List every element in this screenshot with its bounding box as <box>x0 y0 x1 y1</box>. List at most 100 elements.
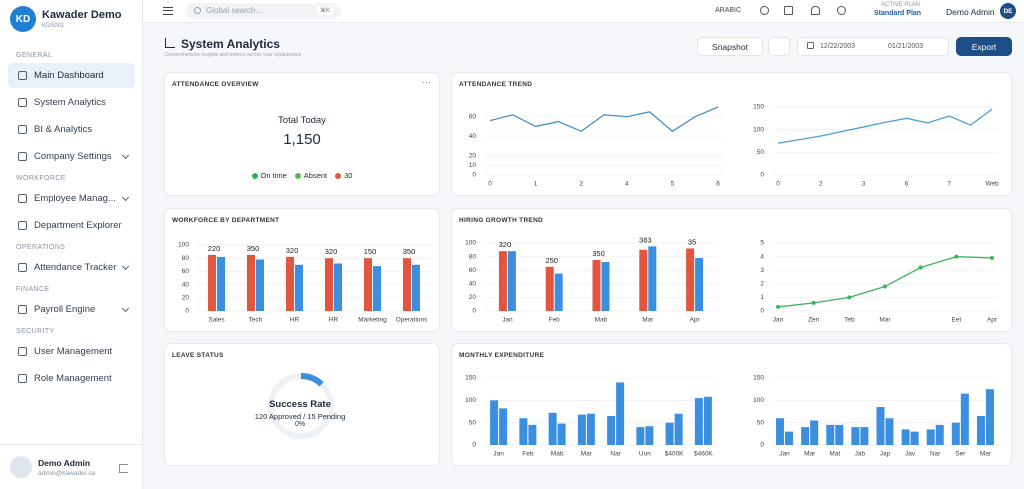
bar <box>208 254 216 311</box>
nav-icon <box>18 374 27 383</box>
y-tick-label: 20 <box>469 152 477 159</box>
nav-item[interactable]: BI & Analytics <box>8 117 135 142</box>
chart: 0 20 40 60 80 100 Sales Tech HR HR Marketing Operat… <box>178 242 431 324</box>
x-tick-label: 2 <box>579 181 583 188</box>
user-box[interactable]: Demo Admin admin@kawader.sa <box>0 444 142 489</box>
nav-item[interactable]: Main Dashboard <box>8 63 135 88</box>
bar <box>910 431 919 445</box>
nav-item[interactable]: Payroll Engine <box>8 297 135 322</box>
top-user[interactable]: Demo Admin <box>946 7 995 17</box>
bar-label: 320 <box>499 240 512 249</box>
bar <box>548 412 557 445</box>
nav-icon <box>18 347 27 356</box>
x-tick-label: HR <box>290 317 300 324</box>
nav-item[interactable]: Attendance Tracker <box>8 255 135 280</box>
plan-label: ACTIVE PLAN <box>881 2 921 8</box>
bell-icon[interactable] <box>811 6 820 15</box>
point <box>883 284 887 289</box>
y-tick-label: 40 <box>182 281 190 288</box>
card-title: ATTENDANCE OVERVIEW <box>172 81 259 88</box>
bar <box>403 258 411 311</box>
legend-label: On time <box>260 171 287 180</box>
x-tick-label: Mar <box>804 451 816 458</box>
chart: 0 10 20 40 60 0 1 2 4 5 6 <box>469 106 724 188</box>
x-tick-label: Eet <box>951 317 961 324</box>
card-attendance-trend: ATTENDANCE TREND 0 10 20 40 60 0 1 2 4 5 6 0 50 100 1… <box>451 72 1012 196</box>
x-tick-label: Zen <box>808 317 820 324</box>
y-tick-label: 0 <box>472 442 476 449</box>
snapshot-label: Snapshot <box>712 41 748 52</box>
point <box>990 255 994 260</box>
bar <box>885 418 894 445</box>
y-tick-label: 3 <box>760 267 764 274</box>
nav-item[interactable]: User Management <box>8 339 135 364</box>
chart-host: 0 50 100 150 Jan Feb Mab Mar Nar Uon $400K $460K <box>454 372 724 459</box>
x-tick-label: Jan <box>493 451 504 458</box>
x-tick-label: 2 <box>819 181 823 188</box>
card-hiring: HIRING GROWTH TREND 0 20 40 60 80 100 Jan Feb Ma… <box>451 208 1012 332</box>
legend-item: On time <box>251 171 287 180</box>
x-tick-label: Nar <box>930 451 941 458</box>
x-tick-label: $400K <box>665 451 684 458</box>
nav-section: WORKFORCE Employee Manag... Department Exp… <box>0 172 142 238</box>
bar <box>607 415 616 445</box>
nav-item[interactable]: System Analytics <box>8 90 135 115</box>
y-tick-label: 100 <box>465 240 476 247</box>
y-tick-label: 20 <box>469 294 477 301</box>
date-to[interactable]: 01/21/2003 <box>888 43 924 50</box>
nav-label: Employee Manag... <box>34 193 116 204</box>
chart-host: 0 1 2 3 4 5 Jan Zen Teb Mar Eet Apr <box>742 237 1004 325</box>
external-icon[interactable] <box>784 6 793 15</box>
date-from[interactable]: 12/22/2003 <box>820 43 856 50</box>
brand-name: Kawader Demo <box>42 9 122 21</box>
nav-item[interactable]: Company Settings <box>8 144 135 169</box>
menu-icon[interactable] <box>163 7 173 15</box>
y-tick-label: 20 <box>182 295 190 302</box>
date-range[interactable] <box>797 37 949 56</box>
x-tick-label: Apr <box>987 317 998 324</box>
bar <box>545 266 554 311</box>
chevron <box>121 193 130 201</box>
donut-arc <box>268 373 334 439</box>
success-label: Success Rate <box>269 399 331 410</box>
y-tick-label: 0 <box>472 172 476 179</box>
language[interactable]: ARABIC <box>715 7 742 14</box>
brand-code: KDS001 <box>42 23 65 29</box>
filter-button[interactable] <box>768 37 790 56</box>
info-icon[interactable] <box>837 6 846 15</box>
search[interactable]: Global search... ⌘K <box>186 3 341 19</box>
line-series <box>777 255 993 308</box>
theme-icon[interactable] <box>760 6 769 15</box>
x-tick-label: Web <box>985 181 999 188</box>
nav-label: Main Dashboard <box>34 70 104 81</box>
nav-item[interactable]: Department Explorer <box>8 213 135 238</box>
line-series <box>489 106 719 133</box>
bar <box>851 427 860 445</box>
nav: GENERAL Main Dashboard System Analytics BI … <box>0 49 142 393</box>
export-button[interactable]: Export <box>956 37 1012 56</box>
y-tick-label: 60 <box>469 267 477 274</box>
snapshot-button[interactable]: Snapshot <box>697 37 763 56</box>
y-tick-label: 4 <box>760 253 764 260</box>
nav-item[interactable]: Employee Manag... <box>8 186 135 211</box>
top-initials[interactable]: DE <box>1000 3 1016 19</box>
calendar-icon <box>807 42 814 49</box>
x-tick-label: Mab <box>595 317 608 324</box>
bar <box>334 263 342 311</box>
bar-label: 35 <box>688 237 696 246</box>
bar-label: 150 <box>364 247 377 256</box>
shortcut: ⌘K <box>316 6 333 15</box>
logout-icon[interactable] <box>119 464 128 473</box>
x-tick-label: Jap <box>880 451 891 458</box>
bar <box>801 427 810 445</box>
card-menu[interactable]: ··· <box>422 77 431 87</box>
bar <box>636 427 645 445</box>
plan[interactable]: Standard Plan <box>874 10 922 17</box>
x-tick-label: 6 <box>905 181 909 188</box>
nav-item[interactable]: Role Management <box>8 366 135 391</box>
brand[interactable]: KD Kawader Demo KDS001 <box>10 6 121 32</box>
bar <box>835 424 844 445</box>
nav-icon <box>18 194 27 203</box>
legend-dot <box>335 173 342 179</box>
